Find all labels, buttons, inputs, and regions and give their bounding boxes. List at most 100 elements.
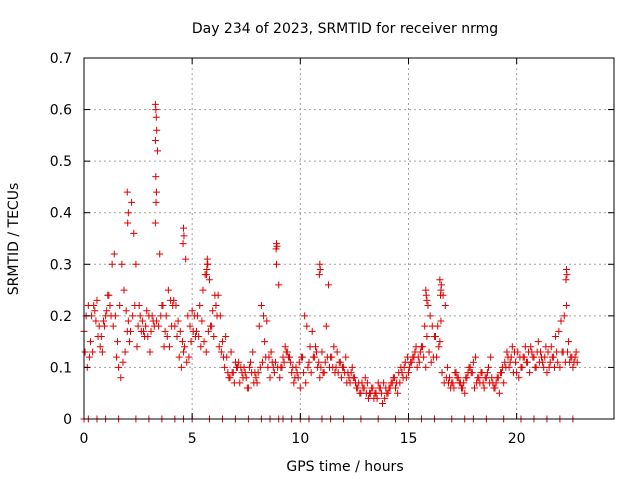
data-point [197, 343, 205, 351]
data-point [256, 363, 264, 371]
data-point [134, 322, 142, 330]
data-point [115, 363, 123, 371]
data-point [533, 348, 541, 356]
data-point [295, 358, 303, 366]
data-point [130, 229, 138, 237]
data-point [180, 348, 188, 356]
data-point [332, 363, 340, 371]
data-point [175, 353, 183, 361]
data-point [129, 312, 137, 320]
data-point [148, 312, 156, 320]
data-point [258, 358, 266, 366]
data-point [419, 343, 427, 351]
data-point [287, 358, 295, 366]
data-point [326, 363, 334, 371]
data-point [555, 327, 563, 335]
data-point [427, 358, 435, 366]
data-point [152, 198, 160, 206]
data-point [81, 348, 89, 356]
data-point [415, 358, 423, 366]
data-point [227, 348, 235, 356]
data-point [196, 302, 204, 310]
data-point [289, 363, 297, 371]
data-point [397, 363, 405, 371]
data-point [198, 317, 206, 325]
data-point [138, 317, 146, 325]
data-point [305, 358, 313, 366]
data-point [199, 286, 207, 294]
data-point [207, 322, 215, 330]
data-point [176, 327, 184, 335]
data-point [473, 379, 481, 387]
data-point [191, 332, 199, 340]
data-point [319, 369, 327, 377]
data-point [135, 302, 143, 310]
data-point [147, 327, 155, 335]
data-point [324, 281, 332, 289]
data-point [152, 317, 160, 325]
data-point [144, 332, 152, 340]
data-point [436, 338, 444, 346]
data-point [120, 286, 128, 294]
data-point [486, 379, 494, 387]
data-point [284, 353, 292, 361]
data-point [470, 384, 478, 392]
data-point [522, 358, 530, 366]
data-point [563, 271, 571, 279]
data-point [425, 348, 433, 356]
data-point [154, 147, 162, 155]
data-point [333, 348, 341, 356]
data-point [301, 312, 309, 320]
data-point [442, 374, 450, 382]
data-point [159, 302, 167, 310]
data-point [170, 296, 178, 304]
data-point [551, 363, 559, 371]
data-point [447, 384, 455, 392]
data-point [515, 374, 523, 382]
data-point [422, 363, 430, 371]
data-point [334, 369, 342, 377]
data-point [534, 338, 542, 346]
data-point [174, 317, 182, 325]
data-point [381, 394, 389, 402]
data-point [109, 322, 117, 330]
data-point [477, 369, 485, 377]
data-point [163, 332, 171, 340]
data-point [542, 343, 550, 351]
data-point [548, 353, 556, 361]
chart-title: Day 234 of 2023, SRMTID for receiver nrm… [192, 21, 498, 37]
data-point [492, 379, 500, 387]
data-point [557, 317, 565, 325]
data-point [215, 343, 223, 351]
data-point [538, 353, 546, 361]
data-point [386, 384, 394, 392]
data-point [503, 348, 511, 356]
data-point [317, 363, 325, 371]
data-point [379, 400, 387, 408]
data-point [347, 369, 355, 377]
data-point [475, 374, 483, 382]
data-point [106, 302, 114, 310]
data-point [293, 369, 301, 377]
data-point [472, 353, 480, 361]
data-point [330, 343, 338, 351]
data-point [443, 363, 451, 371]
data-point [568, 353, 576, 361]
data-point [181, 343, 189, 351]
data-point [136, 312, 144, 320]
data-point [243, 384, 251, 392]
data-point [429, 353, 437, 361]
data-point [184, 312, 192, 320]
data-point [173, 332, 181, 340]
data-point [235, 358, 243, 366]
data-point [494, 374, 502, 382]
data-point [114, 338, 122, 346]
data-point [313, 348, 321, 356]
data-point [263, 317, 271, 325]
data-point [375, 384, 383, 392]
data-point [394, 389, 402, 397]
data-point [461, 389, 469, 397]
data-point [328, 353, 336, 361]
data-point [364, 394, 372, 402]
data-point [369, 384, 377, 392]
